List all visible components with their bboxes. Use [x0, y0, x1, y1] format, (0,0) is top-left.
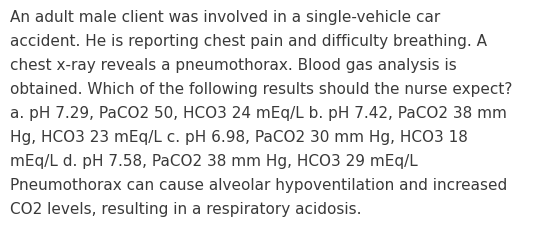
Text: CO2 levels, resulting in a respiratory acidosis.: CO2 levels, resulting in a respiratory a… [10, 201, 362, 216]
Text: mEq/L d. pH 7.58, PaCO2 38 mm Hg, HCO3 29 mEq/L: mEq/L d. pH 7.58, PaCO2 38 mm Hg, HCO3 2… [10, 153, 418, 168]
Text: An adult male client was involved in a single-vehicle car: An adult male client was involved in a s… [10, 10, 440, 25]
Text: Pneumothorax can cause alveolar hypoventilation and increased: Pneumothorax can cause alveolar hypovent… [10, 177, 507, 192]
Text: accident. He is reporting chest pain and difficulty breathing. A: accident. He is reporting chest pain and… [10, 34, 487, 49]
Text: obtained. Which of the following results should the nurse expect?: obtained. Which of the following results… [10, 82, 512, 97]
Text: a. pH 7.29, PaCO2 50, HCO3 24 mEq/L b. pH 7.42, PaCO2 38 mm: a. pH 7.29, PaCO2 50, HCO3 24 mEq/L b. p… [10, 106, 507, 120]
Text: chest x-ray reveals a pneumothorax. Blood gas analysis is: chest x-ray reveals a pneumothorax. Bloo… [10, 58, 457, 73]
Text: Hg, HCO3 23 mEq/L c. pH 6.98, PaCO2 30 mm Hg, HCO3 18: Hg, HCO3 23 mEq/L c. pH 6.98, PaCO2 30 m… [10, 129, 468, 144]
